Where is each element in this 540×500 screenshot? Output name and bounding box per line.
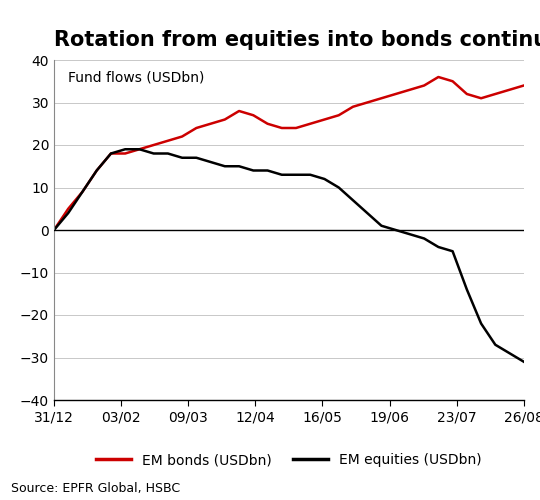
Legend: EM bonds (USDbn), EM equities (USDbn): EM bonds (USDbn), EM equities (USDbn) — [91, 448, 487, 473]
Text: Source: EPFR Global, HSBC: Source: EPFR Global, HSBC — [11, 482, 180, 495]
Text: Fund flows (USDbn): Fund flows (USDbn) — [68, 70, 205, 84]
Text: Rotation from equities into bonds continues: Rotation from equities into bonds contin… — [54, 30, 540, 50]
